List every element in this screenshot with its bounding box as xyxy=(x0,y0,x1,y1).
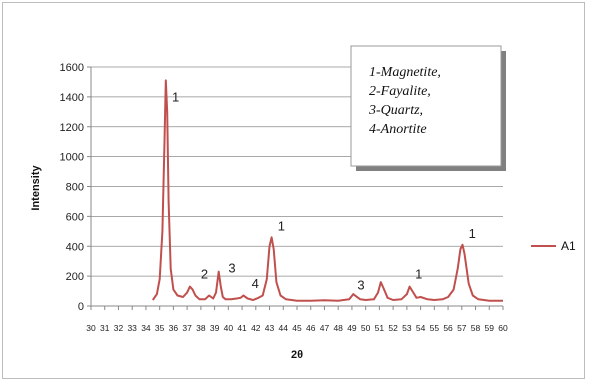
x-tick-label-34: 34 xyxy=(141,323,151,333)
x-tick-label-44: 44 xyxy=(279,323,289,333)
x-tick-label-53: 53 xyxy=(402,323,412,333)
peak-label-1: 1 xyxy=(172,89,179,104)
y-tick-label-400: 400 xyxy=(66,241,84,253)
mineral-key-box: 1-Magnetite, 2-Fayalite, 3-Quartz, 4-Ano… xyxy=(350,45,506,171)
y-tick-labels: 0 200 400 600 800 1000 1200 1400 1600 xyxy=(60,62,84,313)
x-tick-label-40: 40 xyxy=(224,323,234,333)
y-tick-label-1200: 1200 xyxy=(60,122,84,134)
mineral-key-line-2: 2-Fayalite, xyxy=(369,84,431,99)
x-tick-label-35: 35 xyxy=(155,323,165,333)
peak-label-2: 2 xyxy=(201,266,208,281)
x-tick-label-55: 55 xyxy=(430,323,440,333)
legend-label-a1: A1 xyxy=(561,239,576,253)
y-tick-label-1400: 1400 xyxy=(60,92,84,104)
x-tick-label-32: 32 xyxy=(114,323,124,333)
x-tick-label-60: 60 xyxy=(498,323,508,333)
mineral-key-line-3: 3-Quartz, xyxy=(368,103,423,118)
x-tick-label-41: 41 xyxy=(237,323,247,333)
peak-label-3: 3 xyxy=(228,260,235,275)
y-tick-label-600: 600 xyxy=(66,211,84,223)
y-tick-label-1600: 1600 xyxy=(60,62,84,74)
peak-label-7: 1 xyxy=(415,266,422,281)
x-tick-label-39: 39 xyxy=(210,323,220,333)
x-tick-label-52: 52 xyxy=(388,323,398,333)
x-tick-label-50: 50 xyxy=(361,323,371,333)
peak-label-8: 1 xyxy=(469,226,476,241)
y-tick-label-1000: 1000 xyxy=(60,152,84,164)
peak-label-6: 3 xyxy=(357,278,364,293)
x-tick-label-57: 57 xyxy=(457,323,467,333)
x-tick-label-47: 47 xyxy=(320,323,330,333)
x-tick-label-38: 38 xyxy=(196,323,206,333)
x-tick-label-43: 43 xyxy=(265,323,275,333)
y-tick-label-200: 200 xyxy=(66,271,84,283)
x-tick-label-30: 30 xyxy=(86,323,96,333)
x-tick-label-51: 51 xyxy=(375,323,385,333)
x-tick-label-42: 42 xyxy=(251,323,261,333)
x-tick-label-56: 56 xyxy=(443,323,453,333)
x-tick-label-46: 46 xyxy=(306,323,316,333)
x-tick-label-48: 48 xyxy=(333,323,343,333)
x-tick-label-31: 31 xyxy=(100,323,110,333)
series-group xyxy=(151,79,503,302)
x-tick-label-33: 33 xyxy=(127,323,137,333)
mineral-key-line-1: 1-Magnetite, xyxy=(369,65,441,80)
x-tick-label-36: 36 xyxy=(169,323,179,333)
x-axis-title: 2θ xyxy=(291,349,303,361)
x-tick-label-49: 49 xyxy=(347,323,357,333)
series-line-a1 xyxy=(151,79,503,302)
x-tick-label-54: 54 xyxy=(416,323,426,333)
x-tick-label-58: 58 xyxy=(471,323,481,333)
x-tick-label-59: 59 xyxy=(485,323,495,333)
y-tick-label-800: 800 xyxy=(66,182,84,194)
legend: A1 xyxy=(531,239,576,253)
mineral-key-panel xyxy=(350,45,502,167)
y-tick-label-0: 0 xyxy=(78,301,84,313)
peak-label-5: 1 xyxy=(278,219,285,234)
x-tick-label-37: 37 xyxy=(182,323,192,333)
x-tick-label-45: 45 xyxy=(292,323,302,333)
grid-lines xyxy=(87,66,504,310)
peak-label-4: 4 xyxy=(252,276,259,291)
peak-labels: 1 2 3 4 1 3 1 1 xyxy=(172,89,476,292)
mineral-key-line-4: 4-Anortite xyxy=(369,122,427,137)
y-axis-title: Intensity xyxy=(30,165,42,211)
x-tick-labels: 30 31 32 33 34 35 36 37 38 39 40 41 42 43 44 45 46 47 48 49… xyxy=(86,323,508,333)
